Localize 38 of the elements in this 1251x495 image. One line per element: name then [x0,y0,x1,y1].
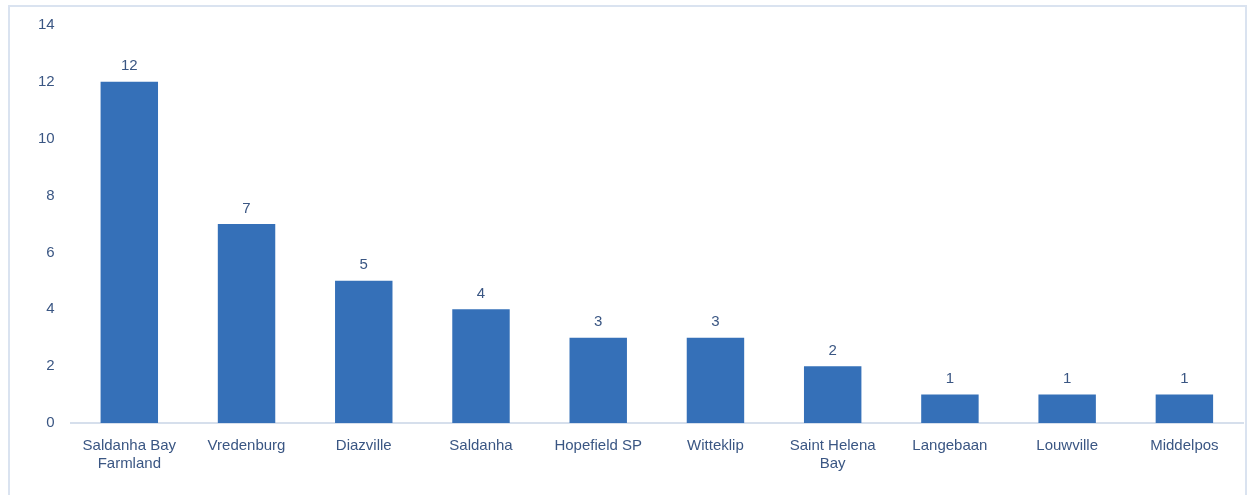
x-tick-label: Louwville [1036,436,1098,454]
bar [100,81,159,423]
bar [569,337,627,423]
data-label: 2 [828,340,837,358]
data-label: 1 [1062,369,1072,387]
bar [452,309,510,423]
y-tick-label: 4 [46,299,55,317]
x-tick-label: Diazville [335,436,392,454]
bar [686,337,745,423]
data-label: 1 [945,369,955,387]
bar [1155,394,1214,423]
bar [217,224,276,423]
bar [803,366,862,423]
bar [921,394,979,423]
data-label: 12 [120,56,138,74]
y-tick-label: 0 [46,413,55,431]
y-tick-label: 2 [46,356,55,374]
x-tick-label: Saldanha Bay Farmland [82,436,177,472]
data-label: 5 [359,255,368,273]
x-tick-label: Saldanha [449,436,514,454]
data-label: 7 [242,198,251,216]
y-tick-label: 12 [38,72,55,89]
bar [1038,394,1096,423]
y-tick-label: 14 [38,15,55,33]
data-label: 3 [711,312,720,330]
bar [335,280,393,423]
y-tick-label: 6 [46,242,55,260]
x-tick-label: Langebaan [912,436,988,454]
y-tick-label: 8 [46,185,55,203]
data-label: 3 [594,312,603,330]
data-label: 1 [1180,369,1189,387]
x-tick-label: Witteklip [687,436,744,454]
x-tick-label: Middelpos [1150,436,1219,454]
x-tick-label: Hopefield SP [554,436,643,454]
data-label: 4 [476,283,486,301]
x-tick-label: Vredenburg [207,436,286,454]
x-tick-label: Saint Helena Bay [789,436,877,472]
y-tick-label: 10 [38,128,55,146]
